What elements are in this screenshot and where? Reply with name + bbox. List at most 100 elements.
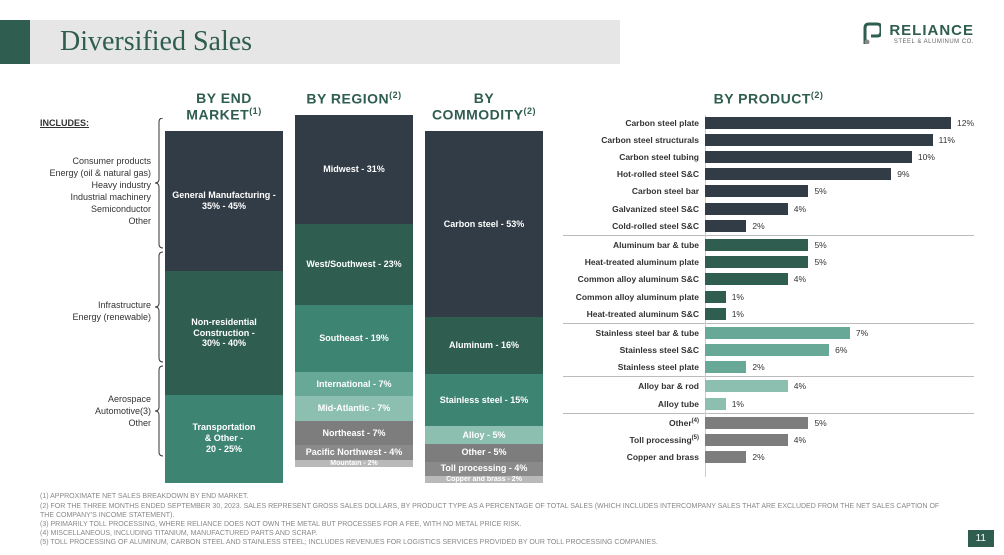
includes-line: Other: [40, 215, 151, 227]
product-value: 1%: [732, 399, 744, 409]
product-row: Aluminum bar & tube 5%: [563, 237, 974, 253]
product-row: Stainless steel S&C6%: [563, 342, 974, 358]
product-value: 5%: [814, 240, 826, 250]
product-value: 9%: [897, 169, 909, 179]
product-row: Copper and brass 2%: [563, 449, 974, 465]
stacked-segment: Other - 5%: [425, 444, 543, 462]
product-divider: [563, 235, 974, 236]
footnote-line: (2) FOR THE THREE MONTHS ENDED SEPTEMBER…: [40, 502, 954, 520]
region-column: BY REGION(2) Midwest - 31%West/Southwest…: [295, 90, 413, 495]
product-divider: [563, 413, 974, 414]
product-label: Alloy bar & rod: [563, 381, 705, 391]
includes-sidebar: INCLUDES: Consumer productsEnergy (oil &…: [40, 90, 155, 495]
product-bar: [705, 239, 808, 251]
product-value: 2%: [752, 362, 764, 372]
product-label: Heat-treated aluminum plate: [563, 257, 705, 267]
product-row: Hot-rolled steel S&C 9%: [563, 166, 974, 182]
includes-line: Energy (oil & natural gas): [40, 167, 151, 179]
stacked-segment: Southeast - 19%: [295, 305, 413, 372]
product-row: Carbon steel tubing 10%: [563, 149, 974, 165]
product-bar: [705, 203, 788, 215]
stacked-segment: Carbon steel - 53%: [425, 131, 543, 318]
product-label: Stainless steel bar & tube: [563, 328, 705, 338]
stacked-segment: International - 7%: [295, 372, 413, 397]
company-logo: RELIANCE STEEL & ALUMINUM CO.: [863, 22, 974, 49]
stacked-segment: Transportation & Other - 20 - 25%: [165, 395, 283, 483]
product-bar: [705, 398, 726, 410]
product-value: 12%: [957, 118, 974, 128]
product-row: Carbon steel structurals11%: [563, 132, 974, 148]
product-bar: [705, 117, 951, 129]
title-bar: Diversified Sales: [0, 20, 620, 64]
product-label: Aluminum bar & tube: [563, 240, 705, 250]
product-row: Alloy tube 1%: [563, 396, 974, 412]
footnote-line: (4) MISCELLANEOUS, INCLUDING TITANIUM, M…: [40, 529, 954, 538]
product-row: Stainless steel plate 2%: [563, 359, 974, 375]
end-market-bar: General Manufacturing - 35% - 45%Non-res…: [165, 131, 283, 483]
bracket-icon: [155, 90, 165, 495]
product-label: Carbon steel bar: [563, 186, 705, 196]
product-bar: [705, 185, 808, 197]
title-accent: [0, 20, 30, 64]
product-bar: [705, 344, 829, 356]
logo-mark-icon: [863, 22, 881, 49]
product-value: 5%: [814, 186, 826, 196]
product-value: 10%: [918, 152, 935, 162]
product-bar: [705, 256, 808, 268]
includes-line: Other: [40, 417, 151, 429]
end-market-header: BY END MARKET(1): [165, 90, 283, 123]
includes-line: Infrastructure: [40, 299, 151, 311]
product-label: Common alloy aluminum plate: [563, 292, 705, 302]
includes-line: Automotive(3): [40, 405, 151, 417]
product-label: Stainless steel plate: [563, 362, 705, 372]
product-row: Other(4) 5%: [563, 415, 974, 431]
product-label: Copper and brass: [563, 452, 705, 462]
includes-line: Energy (renewable): [40, 311, 151, 323]
stacked-segment: Alloy - 5%: [425, 426, 543, 444]
product-value: 4%: [794, 435, 806, 445]
product-label: Heat-treated aluminum S&C: [563, 309, 705, 319]
product-label: Hot-rolled steel S&C: [563, 169, 705, 179]
product-bar: [705, 380, 788, 392]
region-bar: Midwest - 31%West/Southwest - 23%Southea…: [295, 115, 413, 467]
product-bar: [705, 361, 746, 373]
product-chart: Carbon steel plate12%Carbon steel struct…: [563, 115, 974, 477]
includes-line: Industrial machinery: [40, 191, 151, 203]
product-row: Alloy bar & rod 4%: [563, 378, 974, 394]
product-label: Carbon steel structurals: [563, 135, 705, 145]
product-value: 4%: [794, 381, 806, 391]
product-row: Carbon steel plate12%: [563, 115, 974, 131]
product-row: Common alloy aluminum S&C4%: [563, 271, 974, 287]
footnote-line: (1) APPROXIMATE NET SALES BREAKDOWN BY E…: [40, 492, 954, 501]
product-row: Toll processing(5) 4%: [563, 432, 974, 448]
product-bar: [705, 220, 746, 232]
logo-main-text: RELIANCE: [889, 22, 974, 39]
product-bar: [705, 168, 891, 180]
page-number: 11: [968, 530, 994, 547]
product-value: 2%: [752, 452, 764, 462]
product-label: Stainless steel S&C: [563, 345, 705, 355]
commodity-column: BY COMMODITY(2) Carbon steel - 53%Alumin…: [425, 90, 543, 495]
product-value: 7%: [856, 328, 868, 338]
product-bar: [705, 291, 726, 303]
product-column: BY PRODUCT(2) Carbon steel plate12%Carbo…: [563, 90, 974, 495]
product-bar: [705, 417, 808, 429]
product-label: Carbon steel tubing: [563, 152, 705, 162]
includes-group: InfrastructureEnergy (renewable): [40, 266, 155, 356]
content-area: INCLUDES: Consumer productsEnergy (oil &…: [40, 90, 974, 495]
product-label: Toll processing(5): [563, 435, 705, 445]
product-row: Carbon steel bar 5%: [563, 183, 974, 199]
product-label: Common alloy aluminum S&C: [563, 274, 705, 284]
product-bar: [705, 273, 788, 285]
includes-line: Semiconductor: [40, 203, 151, 215]
stacked-segment: Aluminum - 16%: [425, 317, 543, 373]
product-value: 1%: [732, 292, 744, 302]
product-label: Alloy tube: [563, 399, 705, 409]
product-bar: [705, 451, 746, 463]
product-row: Galvanized steel S&C4%: [563, 201, 974, 217]
product-bar: [705, 151, 912, 163]
product-label: Other(4): [563, 418, 705, 428]
product-value: 5%: [814, 418, 826, 428]
product-row: Cold-rolled steel S&C2%: [563, 218, 974, 234]
product-divider: [563, 323, 974, 324]
